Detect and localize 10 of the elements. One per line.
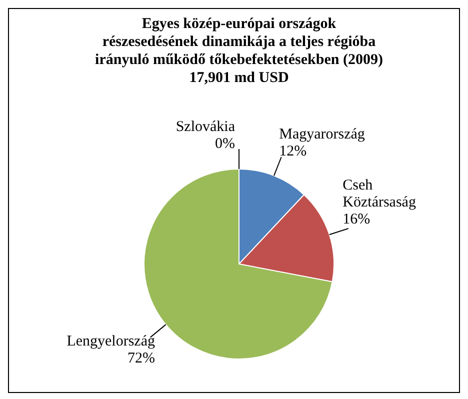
data-label: 72%	[128, 350, 156, 366]
slice-label: Magyarország	[279, 126, 366, 143]
text: 0%	[215, 136, 235, 152]
data-label: 12%	[279, 144, 307, 160]
category-label: Szlovákia	[176, 119, 235, 135]
slice-label: Lengyelország	[66, 333, 156, 350]
chart-title: Egyes közép-európai országok részesedésének dinamikája a teljes régióba irányuló működő tőkebefektetésekben (2009)	[94, 15, 384, 69]
data-label: 16%	[342, 211, 370, 228]
slice-label: Cseh Köztársaság	[342, 177, 416, 210]
chart-subtitle: 17,901 md USD	[188, 69, 290, 87]
